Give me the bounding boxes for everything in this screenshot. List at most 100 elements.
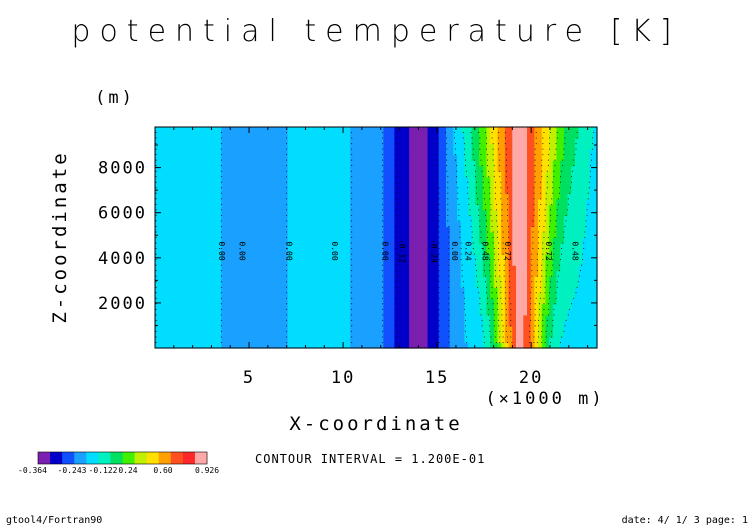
contour-cell <box>335 254 340 261</box>
contour-cell <box>504 259 510 266</box>
contour-cell <box>457 336 462 344</box>
contour-cell <box>504 287 510 294</box>
contour-cell <box>206 281 211 288</box>
contour-cell <box>442 270 447 277</box>
contour-cell <box>342 165 348 172</box>
contour-cell <box>353 243 359 250</box>
contour-point <box>396 319 398 321</box>
contour-cell <box>265 325 270 333</box>
contour-cell <box>353 220 359 228</box>
contour-cell <box>202 149 208 156</box>
contour-cell <box>350 149 355 156</box>
contour-cell <box>383 303 388 310</box>
contour-cell <box>545 160 550 167</box>
contour-cell <box>475 243 480 250</box>
contour-cell <box>515 331 521 338</box>
contour-cell <box>390 132 396 139</box>
contour-cell <box>258 209 263 216</box>
contour-cell <box>287 154 292 161</box>
contour-cell <box>394 331 399 338</box>
contour-cell <box>250 154 256 161</box>
contour-cell <box>552 209 558 216</box>
contour-cell <box>571 160 576 167</box>
contour-cell <box>361 187 366 194</box>
contour-cell <box>552 248 558 255</box>
contour-cell <box>188 138 193 145</box>
contour-cell <box>258 187 263 194</box>
contour-cell <box>269 325 274 333</box>
contour-cell <box>376 154 381 161</box>
contour-cell <box>387 254 392 261</box>
contour-cell <box>361 248 366 255</box>
contour-cell <box>401 226 407 233</box>
contour-cell <box>199 287 204 294</box>
contour-cell <box>258 342 263 349</box>
contour-cell <box>501 259 506 266</box>
contour-cell <box>224 154 230 161</box>
contour-cell <box>549 237 554 244</box>
contour-cell <box>298 193 303 200</box>
contour-cell <box>368 132 373 139</box>
contour-cell <box>464 309 469 316</box>
contour-cell <box>582 303 587 310</box>
contour-cell <box>482 193 488 200</box>
contour-cell <box>493 182 499 189</box>
contour-cell <box>269 320 274 327</box>
contour-cell <box>331 342 337 349</box>
contour-cell <box>158 132 163 139</box>
contour-cell <box>508 237 513 244</box>
contour-cell <box>202 292 208 299</box>
contour-cell <box>324 165 329 172</box>
contour-cell <box>552 193 558 200</box>
contour-cell <box>313 215 318 222</box>
contour-cell <box>228 331 233 338</box>
contour-point <box>220 325 222 327</box>
contour-cell <box>236 309 241 316</box>
contour-cell <box>412 193 418 200</box>
contour-cell <box>379 171 384 178</box>
contour-cell <box>512 303 517 310</box>
contour-point <box>446 143 448 145</box>
contour-cell <box>162 209 167 216</box>
contour-cell <box>560 298 565 305</box>
contour-cell <box>412 215 418 222</box>
contour-cell <box>224 320 230 327</box>
contour-cell <box>169 281 175 288</box>
contour-cell <box>379 209 384 216</box>
contour-cell <box>364 132 370 139</box>
contour-cell <box>409 132 414 139</box>
contour-cell <box>471 165 477 172</box>
contour-cell <box>398 160 403 167</box>
contour-cell <box>479 138 484 145</box>
contour-cell <box>434 320 440 327</box>
contour-cell <box>177 336 182 344</box>
contour-cell <box>482 281 488 288</box>
contour-cell <box>357 298 362 305</box>
contour-cell <box>294 270 300 277</box>
contour-cell <box>291 204 296 211</box>
contour-cell <box>453 248 458 255</box>
contour-cell <box>379 193 384 200</box>
contour-cell <box>324 143 329 150</box>
contour-cell <box>243 254 248 261</box>
contour-cell <box>269 292 274 299</box>
contour-cell <box>309 204 314 211</box>
contour-cell <box>272 204 278 211</box>
contour-cell <box>519 237 524 244</box>
contour-cell <box>243 259 248 266</box>
contour-cell <box>504 276 510 283</box>
contour-cell <box>272 265 278 272</box>
contour-cell <box>199 226 204 233</box>
contour-cell <box>199 259 204 266</box>
contour-cell <box>258 237 263 244</box>
contour-point <box>448 270 450 272</box>
contour-cell <box>342 193 348 200</box>
contour-cell <box>294 336 300 344</box>
contour-cell <box>482 309 488 316</box>
contour-cell <box>527 292 532 299</box>
contour-cell <box>390 176 396 183</box>
contour-cell <box>464 165 469 172</box>
contour-cell <box>475 149 480 156</box>
contour-cell <box>431 231 436 239</box>
contour-cell <box>313 182 318 189</box>
